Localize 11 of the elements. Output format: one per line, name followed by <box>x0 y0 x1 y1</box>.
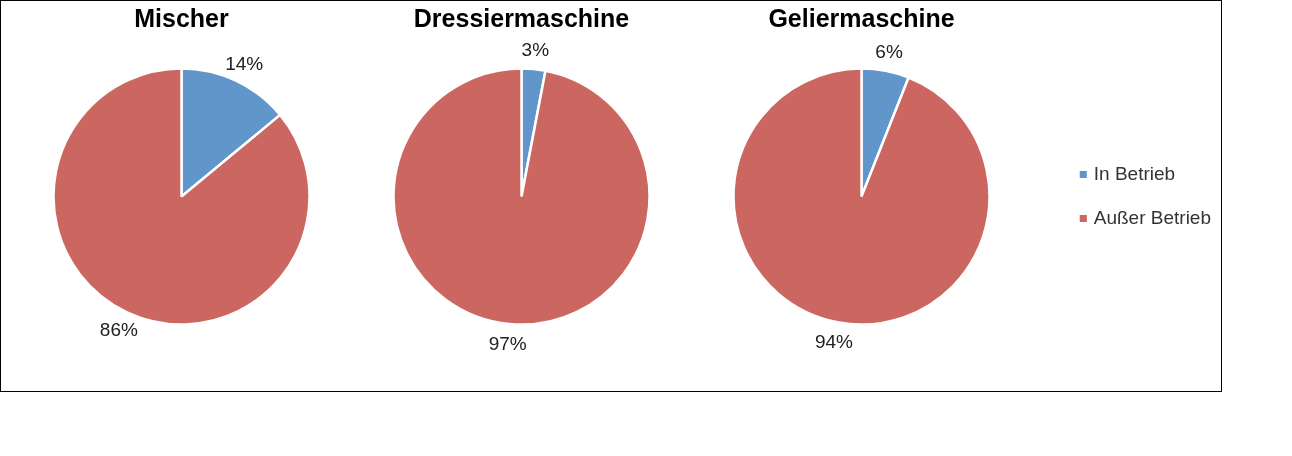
chart-title: Geliermaschine <box>768 4 955 33</box>
data-label: 97% <box>488 332 527 354</box>
data-label: 6% <box>875 41 903 63</box>
chart-title: Dressiermaschine <box>413 4 630 33</box>
data-label: 86% <box>99 319 138 341</box>
data-label: 94% <box>814 330 854 352</box>
data-label: 14% <box>225 52 264 74</box>
legend-label: Außer Betrieb <box>1093 207 1211 229</box>
data-label: 3% <box>521 39 550 61</box>
legend-label: In Betrieb <box>1093 163 1176 185</box>
chart-title: Mischer <box>134 4 230 33</box>
